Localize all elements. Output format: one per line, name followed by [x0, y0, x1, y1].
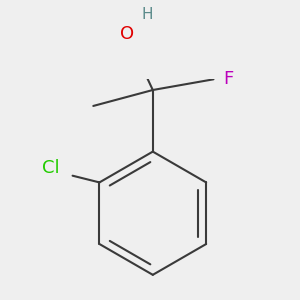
Text: H: H [141, 7, 153, 22]
Text: F: F [223, 70, 233, 88]
Text: Cl: Cl [43, 159, 60, 177]
Text: O: O [120, 25, 134, 43]
